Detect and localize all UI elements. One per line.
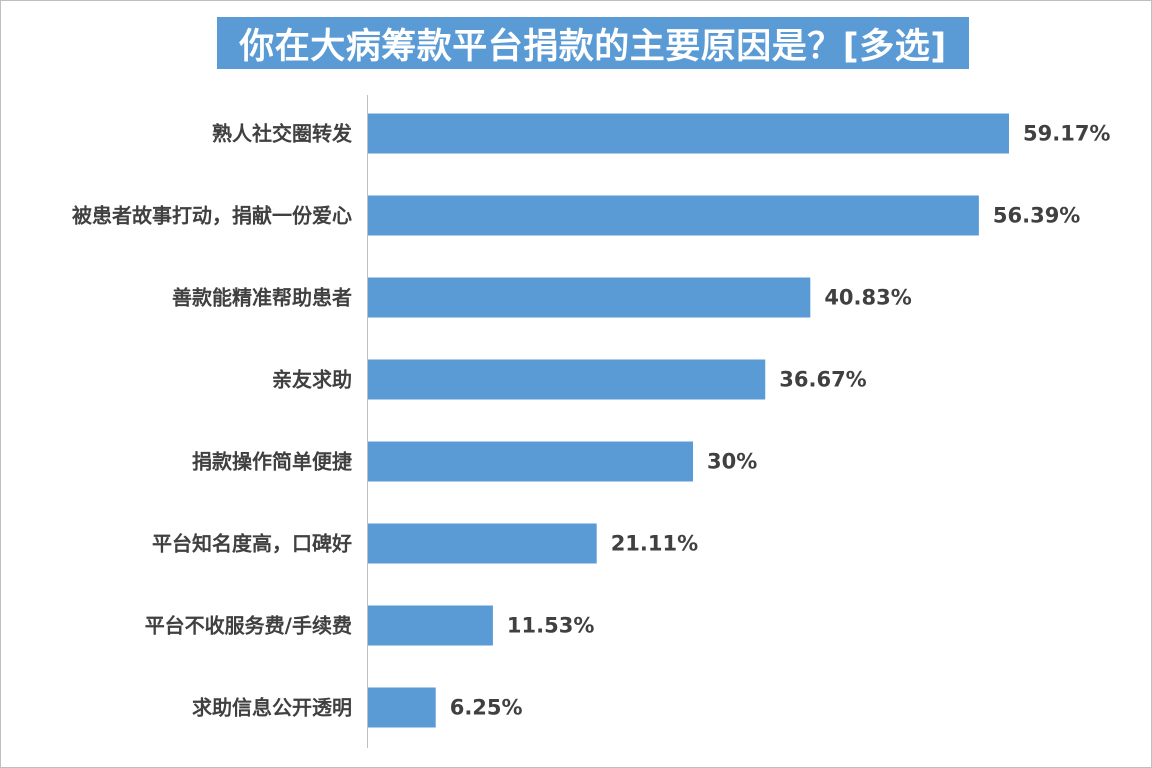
value-label-3: 40.83% xyxy=(824,286,911,310)
bar-8 xyxy=(368,687,436,728)
bar-3 xyxy=(368,277,811,318)
bar-1 xyxy=(368,113,1009,154)
category-label-3: 善款能精准帮助患者 xyxy=(172,286,352,310)
category-label-6: 平台知名度高，口碑好 xyxy=(152,532,352,556)
category-label-2: 被患者故事打动，捐献一份爱心 xyxy=(72,204,352,228)
bar-2 xyxy=(368,195,979,236)
category-labels-group: 熟人社交圈转发被患者故事打动，捐献一份爱心善款能精准帮助患者亲友求助捐款操作简单… xyxy=(72,122,353,720)
value-label-2: 56.39% xyxy=(993,204,1080,228)
chart-title: 你在大病筹款平台捐款的主要原因是？[多选] xyxy=(239,26,947,67)
bar-7 xyxy=(368,605,493,646)
value-label-5: 30% xyxy=(707,450,757,474)
value-label-1: 59.17% xyxy=(1023,122,1110,146)
bars-group xyxy=(368,113,1009,728)
category-label-4: 亲友求助 xyxy=(272,368,352,392)
value-label-6: 21.11% xyxy=(611,532,698,556)
bar-4 xyxy=(368,359,766,400)
value-label-4: 36.67% xyxy=(779,368,866,392)
value-labels-group: 59.17% 56.39% 40.83% 36.67% 30% 21.11% 11.53% 6… xyxy=(450,122,1111,720)
category-label-7: 平台不收服务费/手续费 xyxy=(145,614,352,638)
value-label-7: 11.53% xyxy=(507,614,594,638)
value-label-8: 6.25% xyxy=(450,696,523,720)
category-label-8: 求助信息公开透明 xyxy=(192,696,352,720)
bar-6 xyxy=(368,523,597,564)
category-label-5: 捐款操作简单便捷 xyxy=(192,450,353,474)
bar-5 xyxy=(368,441,693,482)
category-label-1: 熟人社交圈转发 xyxy=(212,122,353,146)
chart-title-box: 你在大病筹款平台捐款的主要原因是？[多选] xyxy=(217,17,969,69)
